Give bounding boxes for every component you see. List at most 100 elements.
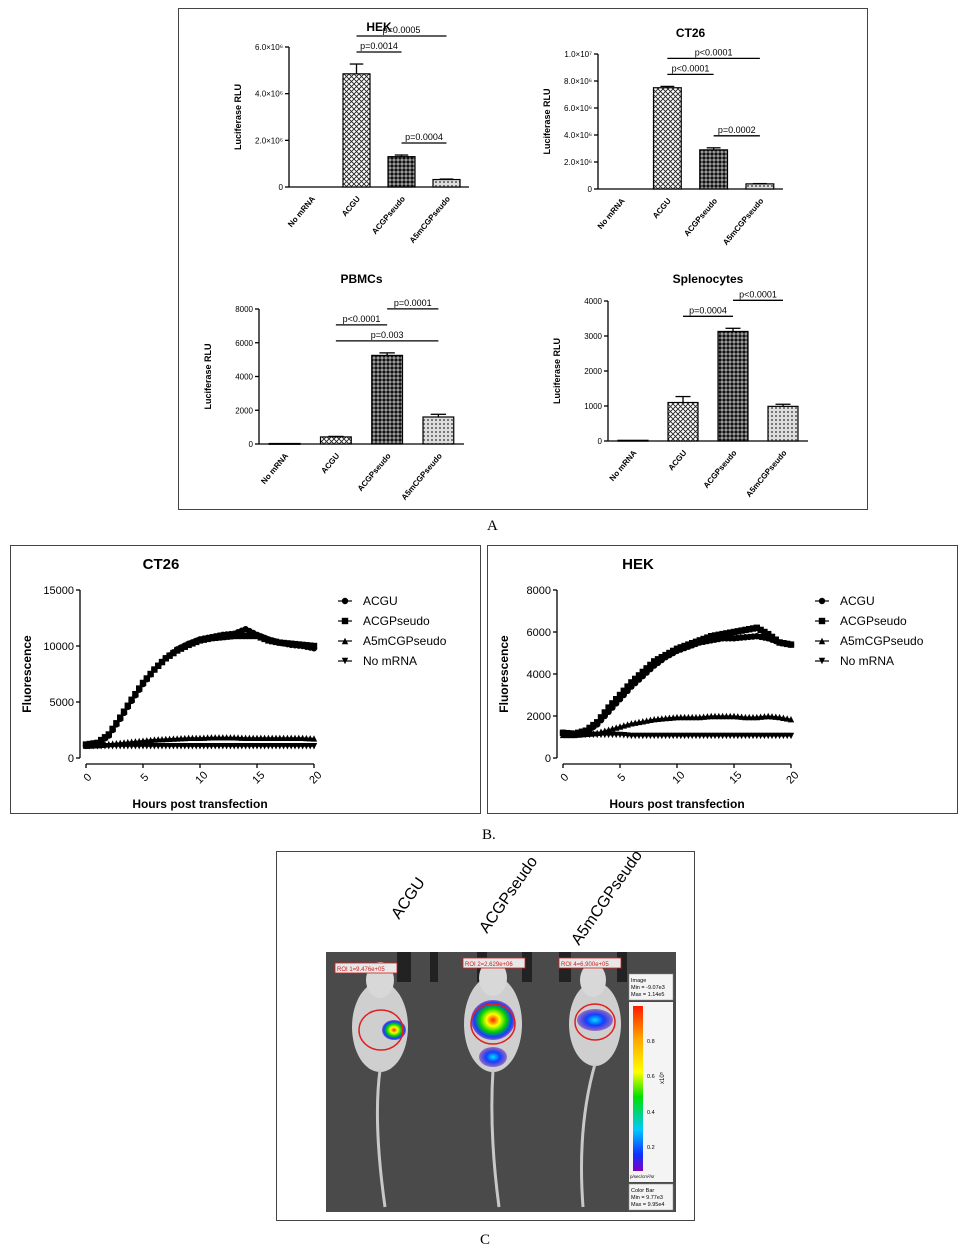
marker-square [147, 670, 154, 678]
marker-square [594, 719, 601, 726]
marker-triangle-up [780, 714, 787, 721]
label-acgu: ACGU [388, 875, 428, 923]
x-tick-label: 10 [670, 769, 687, 786]
bar [268, 442, 301, 445]
marker-square [215, 634, 223, 641]
panel-b-right: HEK 0 2000 4000 6000 8000 0 5 10 15 20 Hours post t… [487, 545, 958, 814]
y-tick-label: 1000 [584, 402, 602, 411]
scale-tick: 0.4 [647, 1110, 655, 1116]
x-tick-label: ACGU [340, 194, 362, 218]
y-tick-label: 4000 [235, 373, 253, 382]
marker-square [98, 736, 105, 744]
marker-square [310, 642, 318, 650]
legend-label: No mRNA [840, 654, 894, 668]
marker-square [677, 644, 684, 651]
marker-circle [341, 597, 349, 605]
legend-label: ACGU [363, 594, 398, 608]
y-tick-label: 8000 [235, 305, 253, 314]
imaging-figure: ACGU ACGPseudo A5mCGPseudo [326, 852, 676, 1212]
marker-square [670, 647, 677, 655]
y-tick-label: 15000 [43, 585, 74, 597]
marker-square [635, 672, 643, 679]
marker-square [708, 633, 715, 640]
marker-square [597, 714, 605, 721]
marker-square [299, 641, 306, 649]
legend-label: No mRNA [363, 654, 417, 668]
bar [342, 73, 371, 188]
marker-square [101, 734, 109, 741]
marker-square [128, 696, 135, 703]
marker-square [696, 637, 703, 644]
chart-title: PBMCs [340, 272, 382, 286]
p-value-label: p=0.0002 [718, 125, 756, 135]
x-tick-label: ACGU [666, 448, 688, 472]
marker-square [272, 638, 280, 646]
p-value-label: p=0.003 [371, 330, 404, 340]
bar [717, 330, 749, 442]
holder [522, 952, 532, 982]
marker-square [204, 635, 211, 643]
marker-square [632, 675, 639, 683]
marker-square [189, 640, 196, 647]
marker-square [639, 668, 646, 676]
marker-square [276, 639, 283, 646]
marker-square [269, 637, 276, 645]
marker-square [291, 640, 299, 648]
x-tick-label: 20 [307, 769, 324, 786]
p-value-label: p=0.0014 [360, 41, 398, 51]
x-tick-label: 10 [193, 769, 210, 786]
marker-square [284, 640, 291, 647]
marker-square [628, 679, 635, 686]
chart-title: HEK [622, 556, 654, 573]
marker-square [605, 704, 612, 711]
mouse-a5mcgpseudo [569, 963, 621, 1208]
bar [371, 354, 404, 445]
x-tick-label: 15 [250, 769, 267, 786]
x-tick-label: A5mCGPseudo [400, 451, 444, 501]
x-tick-label: 15 [727, 769, 744, 786]
marker-square [749, 625, 757, 632]
series-line [85, 635, 315, 746]
caption-c: C [480, 1232, 491, 1248]
p-value-label: p<0.0001 [672, 63, 710, 73]
marker-square [689, 640, 696, 647]
marker-square [601, 709, 608, 716]
marker-square [730, 628, 738, 636]
marker-square [715, 631, 722, 638]
x-tick-label: No mRNA [608, 448, 639, 483]
marker-square [181, 643, 188, 650]
marker-square [590, 721, 597, 729]
marker-square [787, 641, 795, 648]
marker-square [303, 642, 310, 649]
mouse-acgpseudo [464, 960, 522, 1208]
marker-square [651, 658, 658, 665]
bar [319, 436, 352, 445]
color-bar-min: Min = 9.77e3 [631, 1195, 663, 1201]
marker-square [162, 655, 169, 662]
marker-square [647, 661, 654, 669]
y-axis-label: Luciferase RLU [203, 343, 213, 409]
x-tick-label: ACGPseudo [702, 448, 739, 490]
x-axis-label: Hours post transfection [132, 797, 267, 811]
line-chart-ct26: CT26 0 5000 10000 15000 0 5 10 15 20 Hours post tr… [20, 556, 447, 811]
panel-b-left: CT26 0 5000 10000 15000 0 5 10 15 20 Hours post tr… [10, 545, 481, 814]
x-tick-label: ACGPseudo [356, 451, 393, 493]
x-tick-label: ACGU [651, 196, 673, 220]
x-tick-label: No mRNA [286, 194, 317, 229]
chart-title: CT26 [143, 556, 180, 573]
x-tick-label: ACGPseudo [370, 194, 407, 236]
marker-square [768, 633, 776, 641]
marker-square [151, 666, 158, 673]
marker-square [280, 639, 287, 647]
x-tick-label: ACGPseudo [682, 196, 719, 238]
caption-b: B. [482, 827, 496, 843]
marker-square [658, 654, 665, 661]
y-tick-label: 4.0×10⁶ [255, 90, 283, 99]
marker-square [681, 642, 688, 650]
roi-label-1: ROI 1=9.476e+05 [337, 967, 385, 973]
legend-label: A5mCGPseudo [840, 634, 924, 648]
marker-square [109, 725, 116, 733]
marker-square [746, 626, 753, 633]
y-tick-label: 10000 [43, 641, 74, 653]
y-tick-label: 4.0×10⁶ [564, 131, 592, 140]
